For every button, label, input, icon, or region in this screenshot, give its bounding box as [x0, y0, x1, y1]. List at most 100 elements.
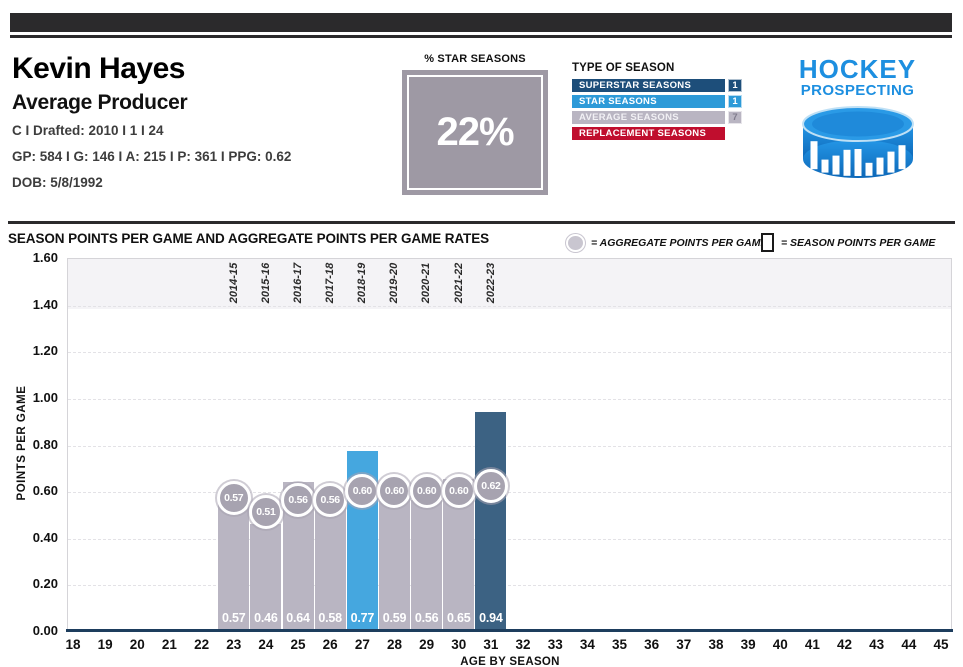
puck-logo-icon	[801, 106, 914, 178]
aggregate-ppg-circle-2021-22[interactable]: 0.60	[441, 474, 476, 509]
aggregate-legend-circle-icon	[566, 234, 585, 252]
type-of-season-title: TYPE OF SEASON	[572, 62, 675, 74]
x-tick-43: 43	[869, 637, 885, 652]
aggregate-ppg-circle-2022-23[interactable]: 0.62	[473, 469, 508, 504]
x-tick-35: 35	[612, 637, 628, 652]
season-ppg-value: 0.59	[382, 610, 407, 625]
x-tick-39: 39	[740, 637, 756, 652]
season-ppg-value: 0.65	[447, 611, 471, 625]
star-seasons-label: % STAR SEASONS	[424, 53, 526, 65]
player-stats-line: GP: 584 I G: 146 I A: 215 I P: 361 I PPG…	[12, 149, 292, 164]
player-name: Kevin Hayes	[12, 52, 185, 85]
x-tick-23: 23	[226, 637, 242, 652]
season-ppg-value: 0.94	[479, 610, 503, 625]
season-legend-row-average[interactable]: AVERAGE SEASONS 7	[572, 111, 742, 124]
season-bar-2014-15[interactable]: 0.57	[218, 498, 250, 630]
season-ppg-value: 0.57	[221, 610, 246, 625]
season-ppg-value: 0.56	[414, 610, 439, 625]
season-year-label: 2017-18	[324, 262, 337, 304]
logo-hockey-text: HOCKEY	[798, 54, 917, 84]
season-bar-2017-18[interactable]: 0.58	[314, 495, 346, 630]
season-year-label: 2018-19	[356, 262, 369, 304]
season-ppg-value: 0.58	[318, 610, 342, 625]
player-archetype: Average Producer	[12, 91, 188, 114]
aggregate-ppg-circle-2015-16[interactable]: 0.51	[248, 495, 283, 530]
season-legend-row-replacement[interactable]: REPLACEMENT SEASONS	[572, 127, 725, 140]
logo-prospecting-text: PROSPECTING	[800, 82, 915, 99]
x-tick-25: 25	[290, 637, 306, 652]
season-legend-row-star[interactable]: STAR SEASONS 1	[572, 95, 742, 108]
x-axis-line	[66, 629, 953, 632]
top-accent-bar	[10, 13, 952, 32]
season-label-band	[68, 259, 951, 309]
y-tick: 1.60	[32, 250, 58, 265]
season-year-label: 2016-17	[292, 262, 305, 304]
y-tick: 0.00	[32, 623, 58, 638]
season-legend-row-label: AVERAGE SEASONS	[579, 112, 679, 123]
season-year-label: 2022-23	[484, 262, 497, 304]
x-tick-37: 37	[676, 637, 692, 652]
season-count-badge: 7	[728, 111, 742, 124]
x-tick-29: 29	[419, 637, 435, 652]
season-legend-label: = SEASON POINTS PER GAME	[781, 237, 936, 249]
x-tick-22: 22	[194, 637, 210, 652]
star-seasons-value: 22%	[436, 110, 514, 154]
x-tick-20: 20	[129, 637, 145, 652]
chart-section-divider	[8, 221, 955, 224]
y-tick: 1.20	[32, 343, 58, 359]
aggregate-ppg-circle-2014-15[interactable]: 0.57	[216, 481, 251, 516]
y-tick: 0.20	[32, 576, 58, 592]
x-tick-21: 21	[161, 637, 177, 652]
x-tick-18: 18	[65, 637, 81, 652]
season-legend-row-label: STAR SEASONS	[579, 96, 657, 107]
x-tick-38: 38	[708, 637, 724, 652]
season-ppg-value: 0.46	[254, 610, 278, 625]
player-dob-line: DOB: 5/8/1992	[12, 175, 103, 190]
x-tick-40: 40	[772, 637, 788, 652]
x-tick-44: 44	[901, 637, 917, 652]
ppg-chart-plot-area	[67, 258, 952, 631]
season-legend-row-superstar[interactable]: SUPERSTAR SEASONS 1	[572, 79, 742, 92]
season-legend-bar-icon	[761, 233, 774, 252]
x-tick-19: 19	[97, 637, 113, 652]
season-bar-2015-16[interactable]: 0.46	[250, 523, 282, 630]
gridline	[68, 305, 951, 307]
season-bar-2022-23[interactable]: 0.94	[475, 411, 507, 630]
season-ppg-value: 0.64	[286, 610, 310, 625]
star-seasons-box: 22%	[402, 70, 548, 195]
season-count-badge: 1	[728, 79, 742, 92]
x-tick-45: 45	[933, 637, 949, 652]
star-seasons-inner-frame: 22%	[407, 75, 543, 190]
player-header: Kevin Hayes Average Producer C I Drafted…	[12, 52, 392, 193]
x-tick-30: 30	[451, 637, 467, 652]
season-ppg-value: 0.77	[350, 610, 375, 625]
season-year-label: 2020-21	[420, 262, 433, 304]
y-tick: 1.40	[32, 296, 58, 312]
aggregate-ppg-circle-2020-21[interactable]: 0.60	[409, 474, 444, 509]
x-tick-33: 33	[547, 637, 563, 652]
x-tick-28: 28	[386, 637, 402, 652]
x-tick-26: 26	[322, 637, 338, 652]
y-tick: 0.60	[32, 483, 58, 499]
player-draft-line: C I Drafted: 2010 I 1 I 24	[12, 123, 164, 138]
gridline	[68, 352, 951, 354]
season-bar-2020-21[interactable]: 0.56	[411, 500, 443, 630]
y-tick: 1.00	[32, 389, 58, 405]
top-accent-line	[10, 35, 952, 38]
x-tick-42: 42	[837, 637, 853, 652]
season-year-label: 2021-22	[452, 262, 465, 304]
season-bar-2019-20[interactable]: 0.59	[378, 493, 410, 630]
x-tick-27: 27	[354, 637, 370, 652]
season-count-badge: 1	[728, 95, 742, 108]
season-year-label: 2014-15	[227, 262, 240, 304]
gridline	[68, 398, 951, 400]
x-tick-36: 36	[644, 637, 660, 652]
gridline	[68, 585, 951, 587]
aggregate-ppg-circle-2017-18[interactable]: 0.56	[313, 483, 348, 518]
x-tick-31: 31	[483, 637, 499, 652]
y-tick: 0.40	[32, 529, 58, 545]
x-tick-24: 24	[258, 637, 274, 652]
chart-title: SEASON POINTS PER GAME AND AGGREGATE POI…	[8, 231, 489, 246]
x-tick-32: 32	[515, 637, 531, 652]
gridline	[68, 538, 951, 540]
